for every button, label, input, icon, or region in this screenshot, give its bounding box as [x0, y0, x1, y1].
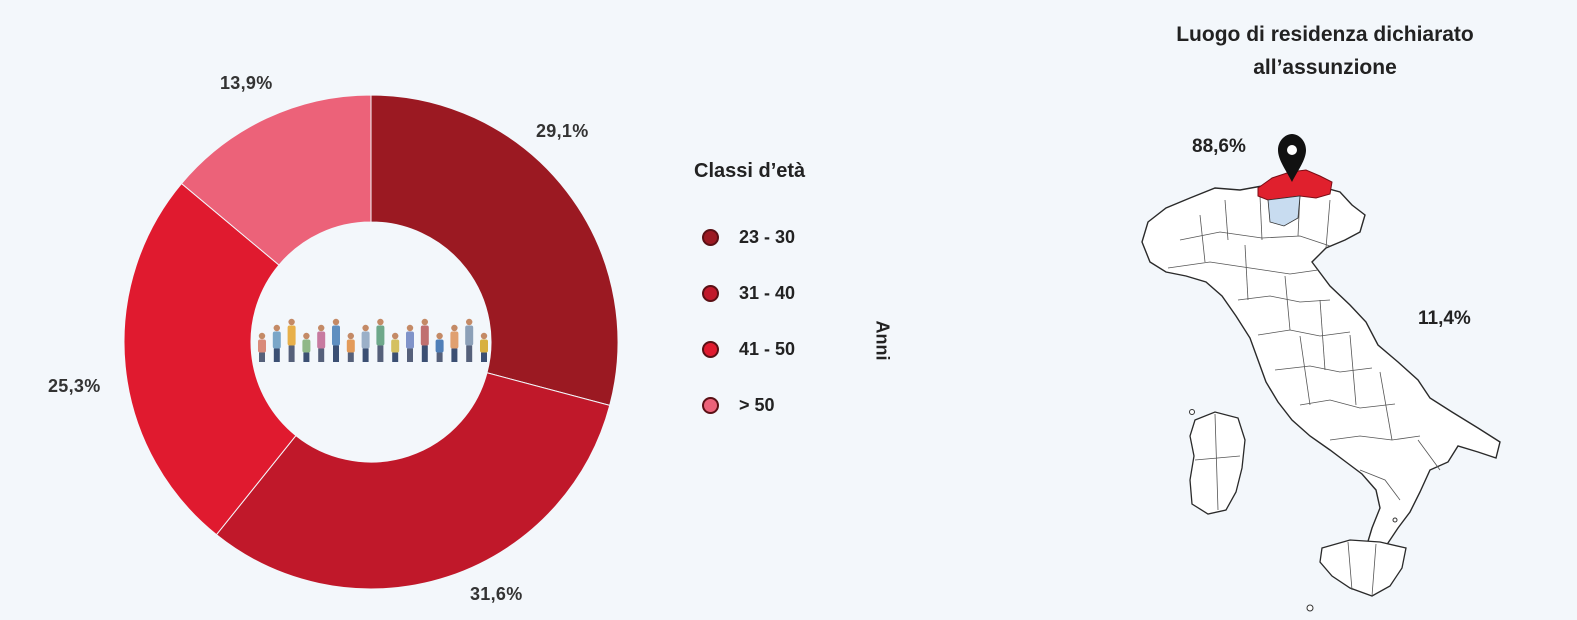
chart-legend: Classi d’età 23 - 30 31 - 40 41 - 50 > 5… — [694, 160, 805, 433]
slice-label-over-50: 13,9% — [220, 73, 273, 93]
legend-swatch — [702, 284, 719, 302]
slice-label-41-50: 25,3% — [48, 376, 101, 396]
map-title-line-1: Luogo di residenza dichiarato — [1176, 23, 1474, 46]
person-figure — [287, 318, 296, 362]
legend-label: 41 - 50 — [739, 338, 796, 359]
person-figure — [480, 332, 488, 362]
person-figure — [376, 318, 385, 362]
map-title-line-2: all’assunzione — [1253, 56, 1397, 79]
legend-label: > 50 — [739, 394, 775, 415]
legend-item: 41 - 50 — [694, 321, 805, 377]
slice-label-23-30: 29,1% — [536, 121, 589, 141]
person-figure — [391, 332, 400, 362]
map-title: Luogo di residenza dichiarato all’assunz… — [1120, 18, 1530, 84]
person-figure — [317, 324, 326, 362]
legend-swatch — [702, 396, 719, 414]
people-group-icon — [258, 318, 488, 362]
legend-item: 31 - 40 — [694, 265, 805, 321]
person-figure — [332, 318, 340, 362]
donut-slice-0 — [370, 94, 619, 406]
legend-item: 23 - 30 — [694, 209, 805, 265]
person-figure — [258, 332, 266, 362]
legend-label: 31 - 40 — [739, 282, 796, 303]
legend-label: 23 - 30 — [739, 226, 796, 247]
person-figure — [465, 318, 474, 362]
person-figure — [272, 324, 281, 362]
person-figure — [420, 318, 429, 362]
legend-item: > 50 — [694, 377, 805, 433]
person-figure — [435, 332, 444, 362]
donut-slice-2 — [123, 182, 297, 536]
person-figure — [406, 324, 414, 362]
legend-swatch — [702, 340, 719, 358]
slice-label-31-40: 31,6% — [470, 584, 523, 604]
person-figure — [346, 332, 355, 362]
legend-swatch — [702, 228, 719, 246]
legend-title: Classi d’età — [694, 160, 806, 182]
donut-slice-1 — [215, 372, 611, 590]
donut-slice-3 — [180, 94, 372, 266]
unit-label: Anni — [872, 320, 893, 361]
person-figure — [450, 324, 459, 362]
person-figure — [361, 324, 370, 362]
person-figure — [302, 332, 311, 362]
